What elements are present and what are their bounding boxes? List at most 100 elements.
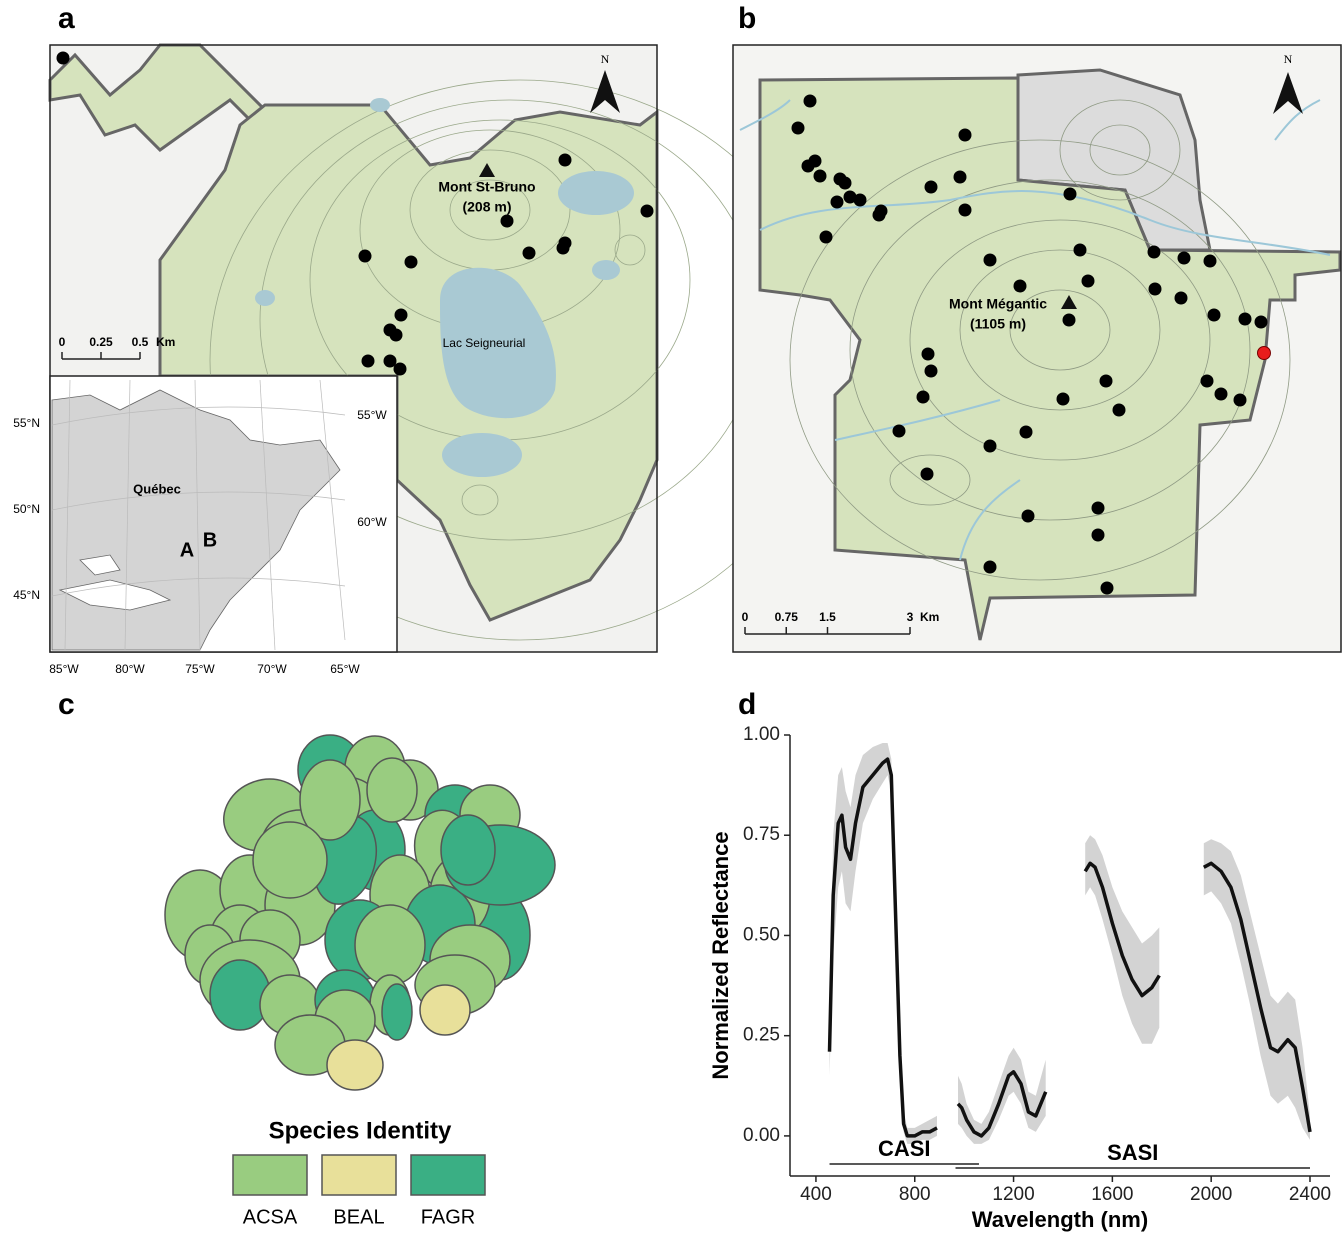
- peak-label: Mont St-Bruno: [438, 179, 535, 195]
- site: [1092, 502, 1105, 515]
- legend: ACSA BEAL FAGR: [233, 1155, 485, 1228]
- x-tick-label: 1200: [992, 1184, 1034, 1205]
- site: [814, 170, 827, 183]
- uncertainty-band: [830, 743, 938, 1144]
- site: [792, 122, 805, 135]
- site: [1204, 255, 1217, 268]
- lon-label: 60°W: [357, 515, 387, 529]
- site: [1020, 426, 1033, 439]
- site: [405, 256, 418, 269]
- north-label: N: [1284, 52, 1293, 66]
- panel-label: a: [58, 2, 75, 35]
- legend-swatch: [233, 1155, 307, 1195]
- elevation-label: (208 m): [462, 199, 511, 215]
- lake-label: Lac Seigneurial: [443, 336, 526, 350]
- lon-label: 70°W: [257, 662, 287, 676]
- x-tick-label: 400: [800, 1184, 832, 1205]
- crown: [355, 905, 425, 985]
- site: [959, 204, 972, 217]
- lon-label: 80°W: [115, 662, 145, 676]
- page: {"panel_labels": ["a", "b", "c", "d"], "…: [0, 0, 1343, 1234]
- scale-unit: Km: [156, 335, 175, 349]
- x-axis-title: Wavelength (nm): [972, 1207, 1148, 1232]
- x-tick-label: 2400: [1289, 1184, 1331, 1205]
- scale-label: 0.5: [132, 335, 149, 349]
- site: [1148, 246, 1161, 259]
- site: [1101, 582, 1114, 595]
- site: [1149, 283, 1162, 296]
- legend-label: ACSA: [243, 1206, 298, 1228]
- site: [809, 155, 822, 168]
- site: [984, 254, 997, 267]
- contour: [370, 98, 390, 112]
- site: [984, 440, 997, 453]
- lat-label: 55°N: [13, 416, 40, 430]
- legend-swatch: [411, 1155, 485, 1195]
- site: [1057, 393, 1070, 406]
- legend-label: BEAL: [333, 1206, 384, 1228]
- lon-label: 55°W: [357, 408, 387, 422]
- site: [839, 177, 852, 190]
- crown: [327, 1040, 383, 1090]
- site: [390, 329, 403, 342]
- site: [873, 209, 886, 222]
- scale-unit: Km: [920, 610, 939, 624]
- y-tick-label: 1.00: [743, 724, 780, 745]
- scale-label: 0: [59, 335, 66, 349]
- site: [394, 363, 407, 376]
- site: [559, 154, 572, 167]
- site: [1064, 188, 1077, 201]
- elevation-label: (1105 m): [970, 316, 1026, 332]
- site: [557, 242, 570, 255]
- contour: [255, 290, 275, 306]
- site: [1201, 375, 1214, 388]
- site: [501, 215, 514, 228]
- scale-label: 0: [742, 610, 749, 624]
- legend-label: FAGR: [421, 1206, 475, 1228]
- lat-label: 45°N: [13, 588, 40, 602]
- x-tick-label: 800: [899, 1184, 931, 1205]
- y-axis-title: Normalized Reflectance: [708, 831, 733, 1079]
- scale-label: 0.25: [89, 335, 113, 349]
- site: [925, 181, 938, 194]
- site: [57, 52, 70, 65]
- site: [523, 247, 536, 260]
- y-tick-label: 0.00: [743, 1125, 780, 1146]
- site: [359, 250, 372, 263]
- scale-label: 0.75: [775, 610, 799, 624]
- scale-label: 3: [907, 610, 914, 624]
- crown: [382, 984, 412, 1040]
- crown: [367, 758, 417, 822]
- region-label: Québec: [133, 481, 181, 496]
- panel-label: d: [738, 688, 756, 721]
- crown: [420, 985, 470, 1035]
- site: [959, 129, 972, 142]
- panel-label: b: [738, 2, 756, 35]
- site: [1234, 394, 1247, 407]
- site: [395, 309, 408, 322]
- site: [1092, 529, 1105, 542]
- inset-map: Québec A B 55°N 50°N 45°N 85°W 80°W 75°W…: [13, 376, 397, 676]
- scale-label: 1.5: [819, 610, 836, 624]
- site: [804, 95, 817, 108]
- site: [641, 205, 654, 218]
- site-label: B: [203, 529, 217, 551]
- figure: a b c d Mont St-Bruno (208 m) Lac Seigne…: [0, 0, 1343, 1234]
- site: [1255, 316, 1268, 329]
- contour: [442, 433, 522, 477]
- site: [1063, 314, 1076, 327]
- y-tick-label: 0.75: [743, 824, 780, 845]
- legend-title: Species Identity: [269, 1117, 452, 1144]
- north-label: N: [601, 52, 610, 66]
- lon-label: 85°W: [49, 662, 79, 676]
- site: [1022, 510, 1035, 523]
- site: [1113, 404, 1126, 417]
- site: [922, 348, 935, 361]
- site: [1074, 244, 1087, 257]
- site: [1175, 292, 1188, 305]
- site: [854, 194, 867, 207]
- site: [1239, 313, 1252, 326]
- contour: [558, 171, 634, 215]
